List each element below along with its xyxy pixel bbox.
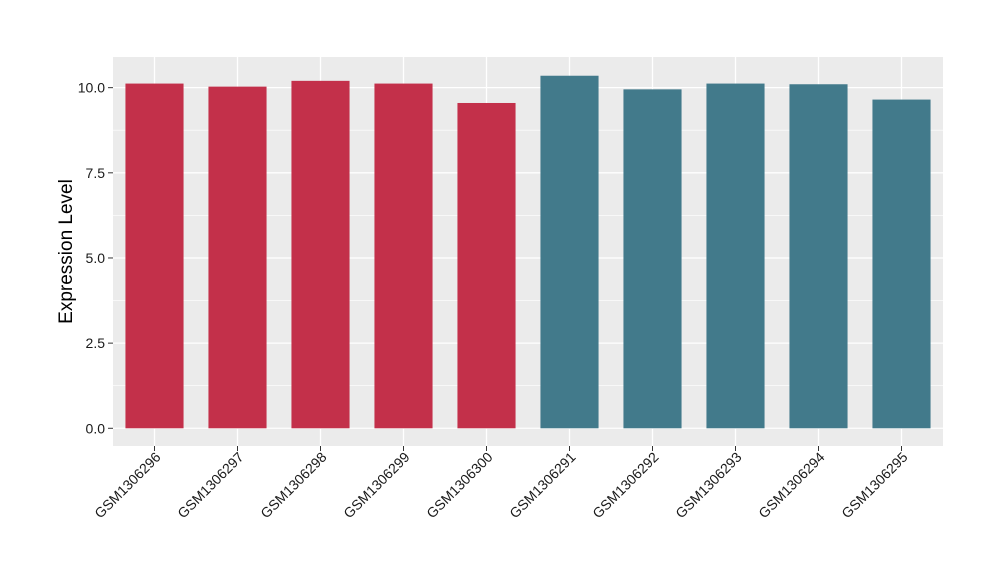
x-tick-label: GSM1306295: [838, 449, 911, 522]
bar-GSM1306299: [374, 83, 433, 429]
x-tick-label: GSM1306293: [672, 449, 745, 522]
x-tick-label: GSM1306299: [340, 449, 413, 522]
x-tick-label: GSM1306294: [755, 449, 828, 522]
x-tick-label: GSM1306300: [423, 449, 496, 522]
y-tick-label: 0.0: [86, 420, 106, 436]
bar-GSM1306298: [291, 80, 350, 429]
x-tick-label: GSM1306298: [257, 449, 330, 522]
bar-GSM1306293: [706, 83, 765, 429]
bar-GSM1306296: [125, 83, 184, 429]
bar-GSM1306291: [540, 75, 599, 429]
x-tick-label: GSM1306296: [91, 449, 164, 522]
y-tick-label: 10.0: [78, 80, 105, 96]
x-axis: GSM1306296 GSM1306297 GSM1306298 GSM1306299…: [91, 446, 911, 521]
bar-GSM1306297: [208, 86, 267, 429]
y-tick-label: 7.5: [86, 165, 106, 181]
bar-GSM1306294: [789, 84, 848, 429]
x-tick-label: GSM1306291: [506, 449, 579, 522]
y-axis: 0.0 2.5 5.0 7.5 10.0: [78, 80, 113, 436]
y-tick-label: 2.5: [86, 335, 106, 351]
bars: [125, 75, 931, 429]
y-axis-title: Expression Level: [56, 179, 77, 324]
x-tick-label: GSM1306297: [174, 449, 247, 522]
bar-GSM1306292: [623, 89, 682, 429]
x-tick-label: GSM1306292: [589, 449, 662, 522]
y-tick-label: 5.0: [86, 250, 106, 266]
bar-GSM1306295: [872, 99, 931, 429]
bar-GSM1306300: [457, 102, 516, 429]
